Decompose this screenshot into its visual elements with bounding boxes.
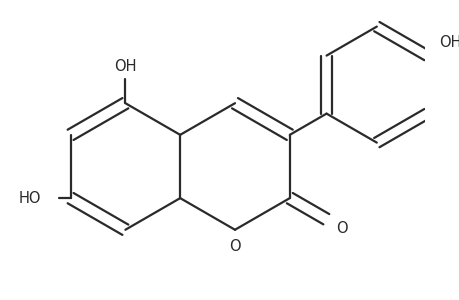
Text: OH: OH	[114, 59, 136, 74]
Text: OH: OH	[438, 35, 459, 50]
Text: O: O	[336, 221, 347, 236]
Text: O: O	[229, 239, 240, 254]
Text: HO: HO	[19, 190, 41, 206]
